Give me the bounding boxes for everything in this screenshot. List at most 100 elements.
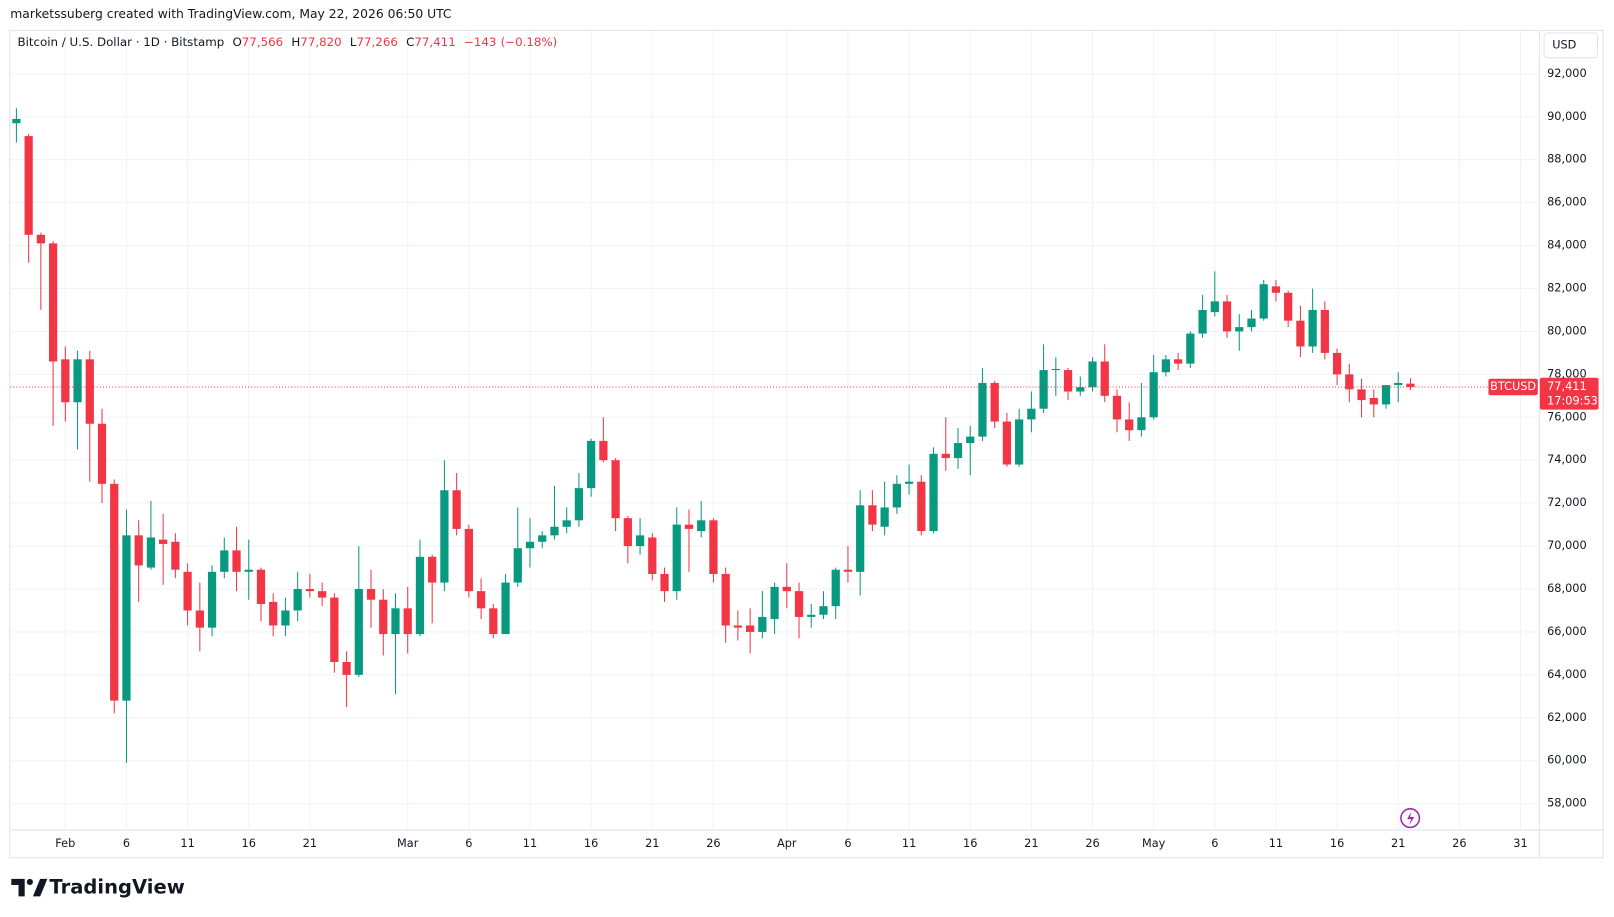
logo-mark	[11, 878, 25, 897]
candle-body	[269, 601, 278, 626]
candle-body	[1259, 284, 1268, 319]
candle-body	[562, 520, 571, 527]
candle-body	[428, 556, 437, 583]
candle-body	[415, 556, 425, 635]
candle-body	[464, 528, 473, 592]
candle-body	[843, 569, 853, 572]
candle-body	[1235, 327, 1244, 332]
candle-body	[904, 481, 914, 484]
candle-body	[807, 614, 816, 617]
x-tick-label: 16	[584, 836, 598, 850]
x-tick-label: 6	[844, 836, 851, 850]
candle-body	[1247, 318, 1256, 328]
candle-body	[1394, 382, 1403, 386]
candle-body	[880, 507, 889, 527]
legend-key: O	[232, 35, 241, 49]
candle-body	[1100, 361, 1109, 396]
candle-body	[1161, 359, 1171, 373]
brand: TradingView	[49, 876, 184, 899]
currency-box[interactable]	[1543, 32, 1599, 59]
candle-body	[1027, 408, 1036, 420]
candle-body	[281, 610, 290, 626]
y-tick-label: 62,000	[1547, 710, 1587, 724]
candle-body	[134, 535, 143, 566]
x-tick-label: May	[1142, 836, 1166, 850]
candle-body	[48, 243, 58, 362]
candle-body	[819, 606, 828, 615]
candle-body	[831, 569, 840, 607]
candle-body	[1112, 395, 1122, 420]
x-tick-label: 6	[123, 836, 130, 850]
price-label: 77,411	[1547, 379, 1587, 393]
candle-body	[966, 436, 975, 444]
candle-body	[1345, 374, 1354, 390]
candle-body	[342, 661, 351, 675]
candle-body	[403, 608, 412, 635]
x-tick-label: 21	[1391, 836, 1405, 850]
currency: USD	[1552, 37, 1576, 51]
candle-body	[672, 524, 681, 592]
x-tick-label: Mar	[397, 836, 419, 850]
legend-key: C	[406, 35, 414, 49]
candle-body	[770, 586, 779, 620]
x-tick-label: 26	[1085, 836, 1099, 850]
candle-body	[195, 610, 204, 628]
candle-body	[513, 548, 522, 583]
alert-icon-bolt	[1407, 811, 1415, 826]
candle-body	[1063, 370, 1073, 392]
candle-body	[256, 569, 266, 605]
x-tick-label: 26	[706, 836, 720, 850]
candle-body	[1149, 372, 1158, 418]
y-tick-label: 84,000	[1547, 238, 1587, 252]
y-tick-label: 60,000	[1547, 753, 1587, 767]
candle-body	[159, 539, 168, 544]
candle-body	[758, 616, 767, 632]
x-tick-label: 31	[1513, 836, 1527, 850]
x-tick-label: 11	[902, 836, 916, 850]
y-tick-label: 64,000	[1547, 667, 1587, 681]
candle-body	[1406, 383, 1415, 387]
candle-body	[538, 535, 547, 542]
alert-icon[interactable]	[1400, 808, 1421, 829]
candle-body	[171, 541, 180, 570]
candle-body	[587, 440, 596, 489]
legend-change: −143	[464, 35, 496, 49]
candle-body	[146, 537, 156, 568]
candle-body	[452, 490, 461, 529]
candle-body	[1039, 370, 1048, 409]
candle-body	[856, 505, 865, 572]
candle-body	[391, 608, 400, 635]
candle-body	[1271, 286, 1281, 293]
candle-body	[648, 537, 657, 574]
y-tick-label: 80,000	[1547, 323, 1587, 337]
candle-body	[207, 571, 217, 628]
y-tick-label: 66,000	[1547, 624, 1587, 638]
candle-body	[929, 453, 938, 532]
candle-body	[709, 520, 718, 574]
candle-body	[1015, 419, 1024, 465]
candle-body	[721, 573, 730, 626]
credit: marketssuberg created with TradingView.c…	[10, 7, 451, 21]
candle-body	[73, 359, 82, 403]
footer-logo: TradingView	[11, 876, 185, 899]
x-tick-label: 16	[1330, 836, 1344, 850]
x-tick-label: Feb	[55, 836, 75, 850]
candle-body	[12, 118, 21, 124]
y-tick-label: 86,000	[1547, 195, 1587, 209]
x-tick-label: 21	[645, 836, 659, 850]
candle-body	[97, 423, 107, 484]
candle-body	[1357, 389, 1366, 401]
x-tick-label: 11	[523, 836, 537, 850]
y-tick-label: 88,000	[1547, 152, 1587, 166]
x-tick-label: 21	[303, 836, 317, 850]
candle-body	[635, 535, 645, 547]
symbol-label: BTCUSD	[1490, 379, 1536, 393]
candle-body	[1222, 301, 1232, 332]
x-tick-label: 6	[465, 836, 472, 850]
candle-body	[1369, 397, 1378, 405]
x-tick-label: Apr	[777, 836, 797, 850]
y-tick-label: 74,000	[1547, 452, 1587, 466]
candle-body	[574, 488, 584, 521]
